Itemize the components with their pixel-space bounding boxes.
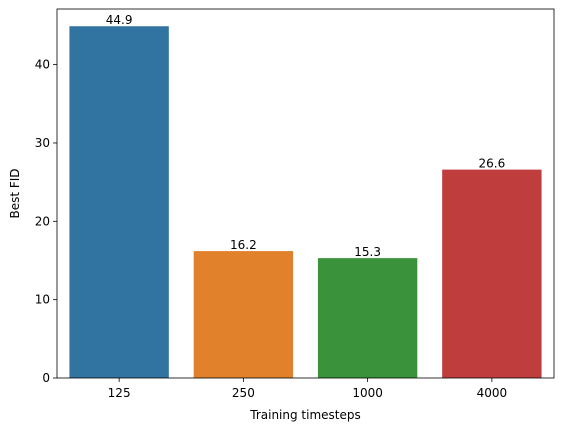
plot-frame xyxy=(56,8,555,379)
y-tick-label: 10 xyxy=(35,293,50,307)
bar-4000 xyxy=(442,169,542,378)
y-tick-label: 40 xyxy=(35,58,50,72)
bar-1000 xyxy=(317,258,418,378)
x-axis: 125 250 1000 4000 xyxy=(108,378,507,400)
value-label-1000: 15.3 xyxy=(354,245,381,259)
x-tick-label: 125 xyxy=(108,386,131,400)
x-axis-label: Training timesteps xyxy=(249,408,360,422)
bar-125 xyxy=(69,26,169,379)
y-axis: 0 10 20 30 40 xyxy=(35,58,57,385)
y-tick-label: 20 xyxy=(35,214,50,228)
x-tick-label: 250 xyxy=(232,386,255,400)
value-label-250: 16.2 xyxy=(230,238,257,252)
y-tick-label: 0 xyxy=(42,371,50,385)
y-axis-label: Best FID xyxy=(8,168,22,218)
y-tick-label: 30 xyxy=(35,136,50,150)
x-tick-label: 1000 xyxy=(352,386,383,400)
value-label-125: 44.9 xyxy=(106,13,133,27)
value-labels-group: 44.9 16.2 15.3 26.6 xyxy=(106,13,505,259)
x-tick-label: 4000 xyxy=(477,386,508,400)
bars-group xyxy=(69,26,542,379)
value-label-4000: 26.6 xyxy=(479,157,506,171)
bar-250 xyxy=(193,251,294,378)
